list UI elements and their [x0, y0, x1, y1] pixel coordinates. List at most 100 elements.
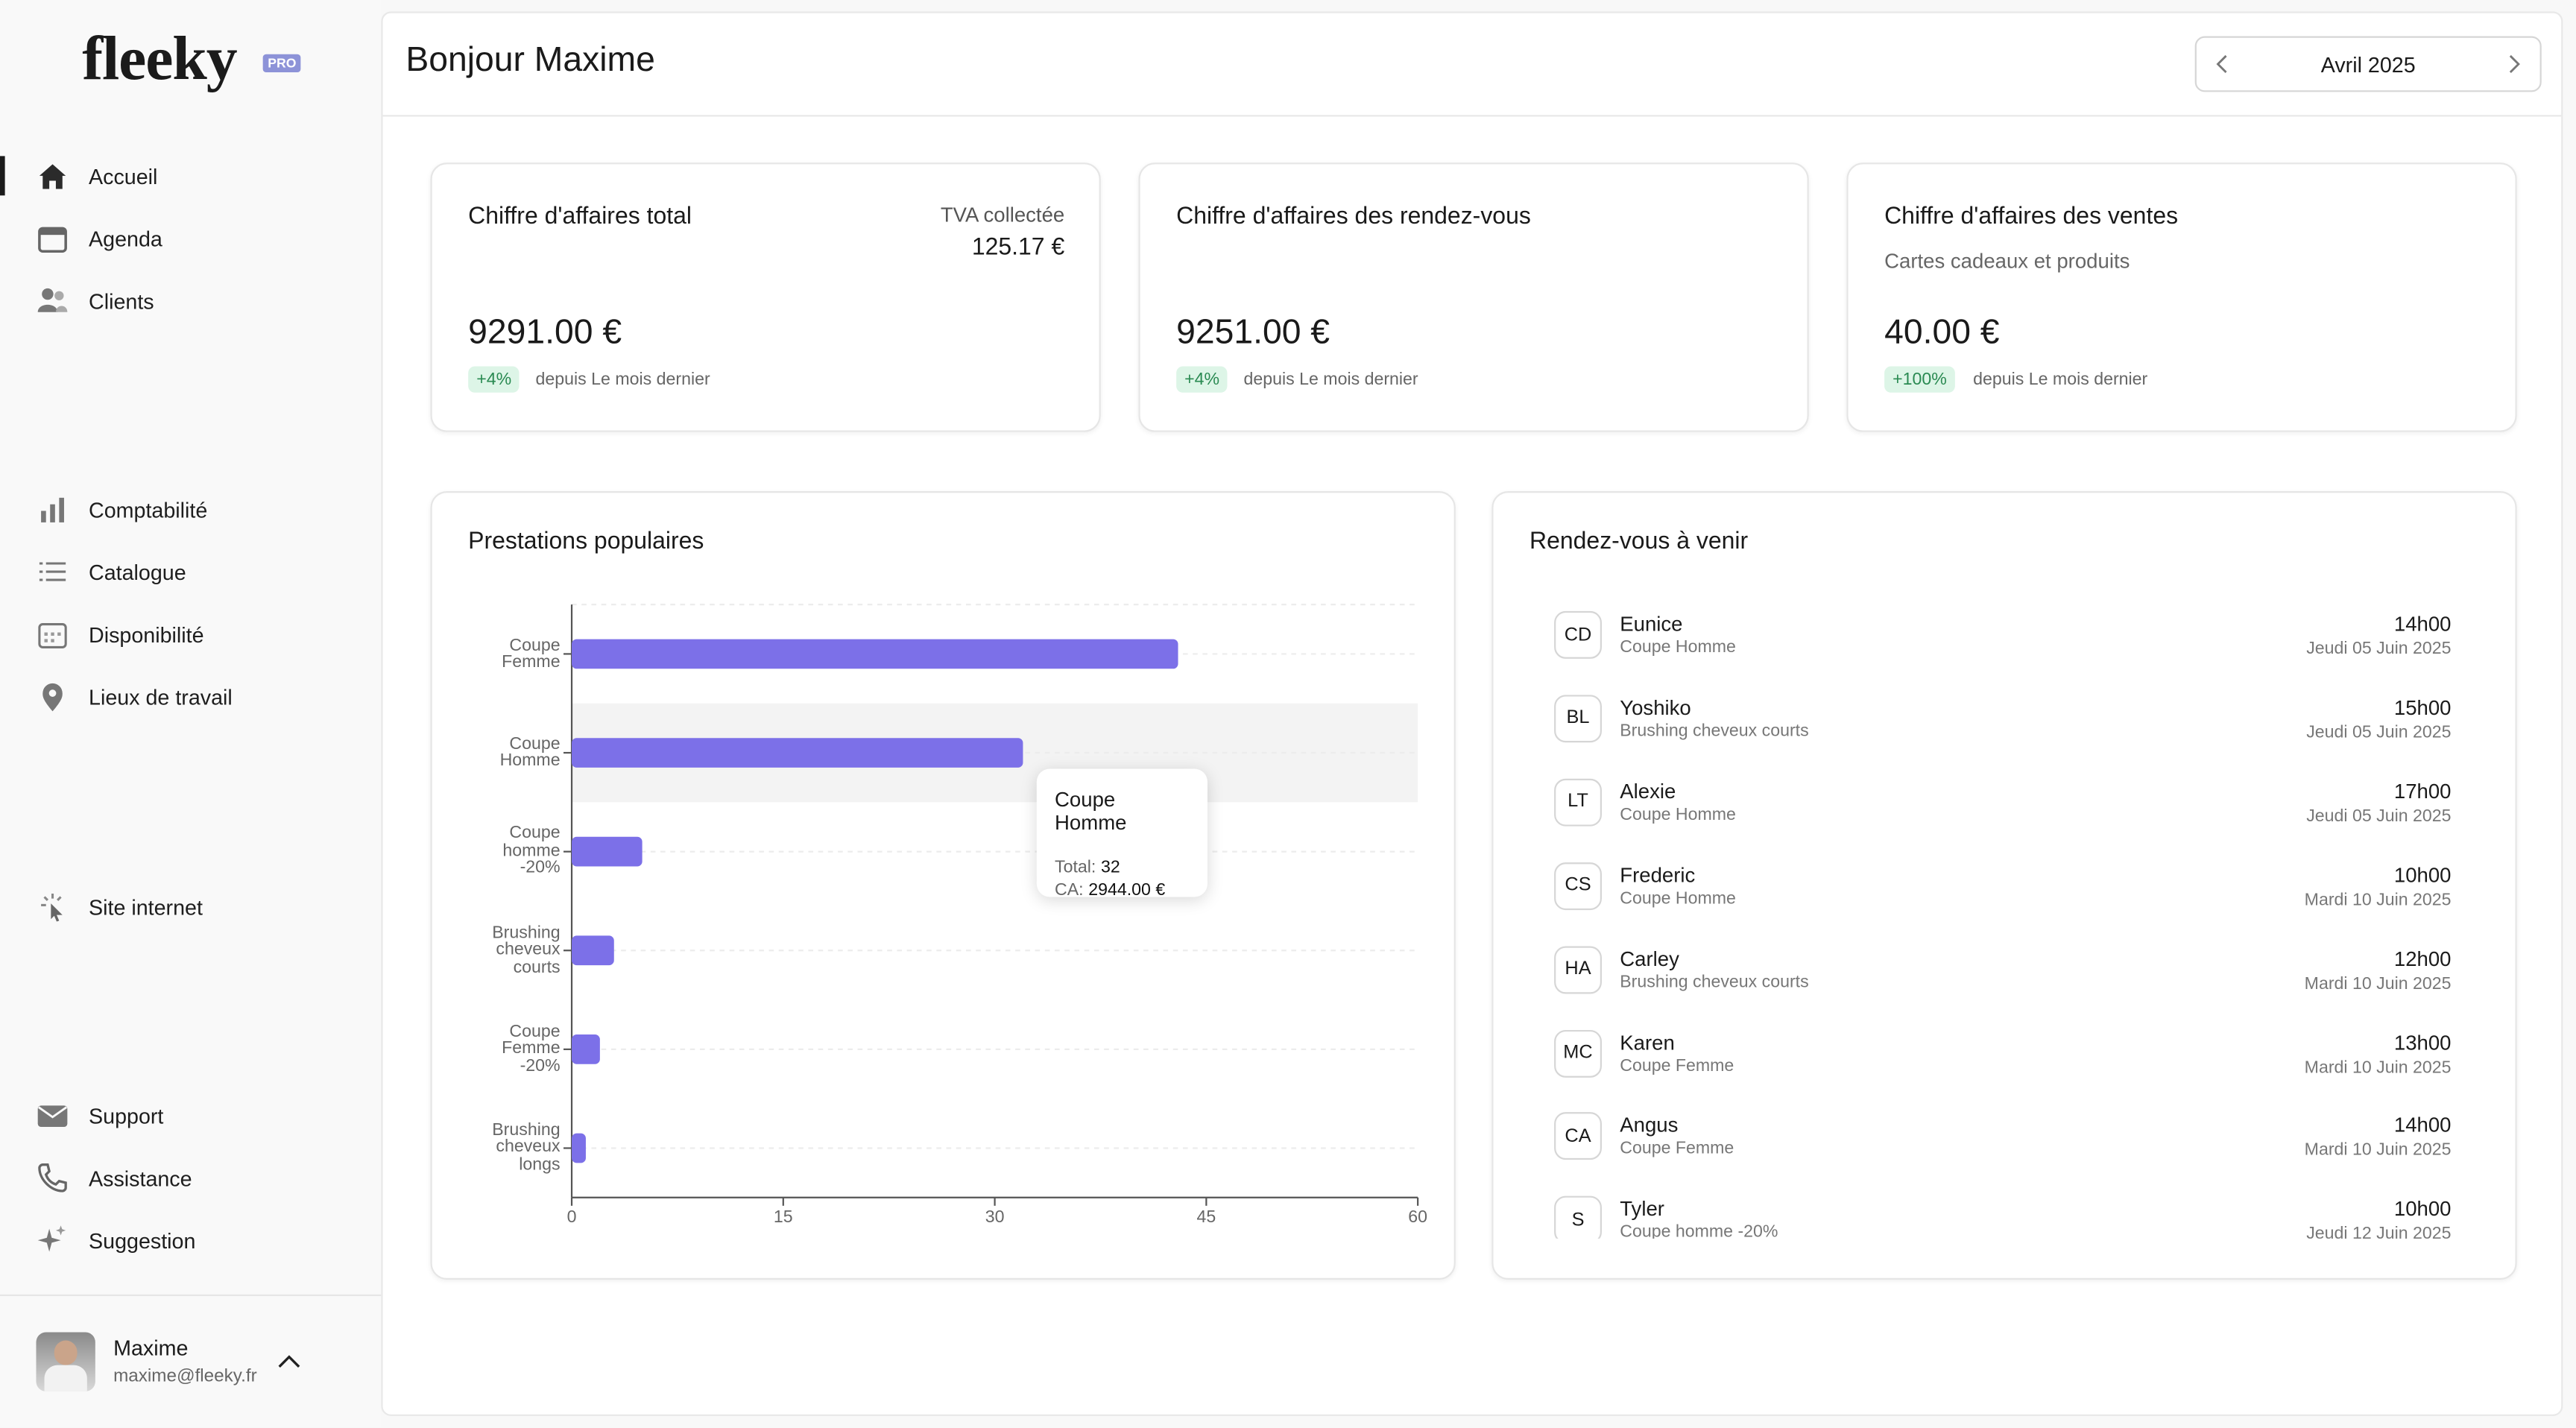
card-title: Chiffre d'affaires des rendez-vous	[1176, 203, 1531, 230]
card-title: Chiffre d'affaires total	[468, 203, 692, 230]
nav-item[interactable]: Disponibilité	[36, 614, 204, 654]
initials: CS	[1554, 862, 1602, 910]
icon	[42, 683, 63, 712]
date: Mardi 10 Juin 2025	[2304, 1140, 2452, 1160]
tooltip-row: CA: 2944.00 €	[1055, 879, 1190, 902]
kpi-card: Chiffre d'affaires des rendez-vous 9251.…	[1138, 162, 1809, 432]
nav-item[interactable]: Suggestion	[36, 1221, 195, 1260]
nav-label: Catalogue	[89, 559, 186, 584]
initials: S	[1554, 1196, 1602, 1239]
next-period[interactable]	[2504, 53, 2523, 76]
service: Brushing cheveux courts	[1620, 971, 1809, 992]
kpi-card: Chiffre d'affaires total TVA collectée 1…	[430, 162, 1101, 432]
y-tick-label: Coupe Femme -20%	[502, 1021, 561, 1076]
active-indicator	[0, 156, 5, 196]
tooltip-label: Total:	[1055, 857, 1096, 877]
service: Coupe Homme	[1620, 804, 1736, 825]
nav-item[interactable]: Agenda	[36, 218, 162, 258]
time: 17h00	[2393, 780, 2452, 803]
nav-label: Lieux de travail	[89, 684, 233, 710]
client-name: Carley	[1620, 947, 1679, 970]
time: 12h00	[2393, 947, 2452, 970]
card-badge: +4%	[468, 366, 520, 393]
service: Coupe Homme	[1620, 888, 1736, 909]
initials: BL	[1554, 695, 1602, 743]
user-email: maxime@fleeky.fr	[113, 1366, 257, 1387]
x-tick-label: 30	[985, 1207, 1005, 1226]
tva-label: TVA collectée	[940, 203, 1065, 227]
bar	[572, 836, 643, 867]
time: 14h00	[2393, 1114, 2452, 1138]
logo: fleeky	[82, 25, 237, 94]
nav-item[interactable]: Accueil	[36, 156, 157, 195]
service: Coupe homme -20%	[1620, 1222, 1778, 1239]
kpi-card: Chiffre d'affaires des ventes Cartes cad…	[1846, 162, 2517, 432]
appointment[interactable]: S Tyler Coupe homme -20% 10h00 Jeudi 12 Juin…	[1494, 1178, 2516, 1239]
x-tick-label: 0	[567, 1207, 577, 1226]
date: Jeudi 05 Juin 2025	[2306, 639, 2452, 659]
icon	[39, 562, 66, 581]
bar	[572, 738, 1023, 768]
initials: LT	[1554, 778, 1602, 827]
period-picker: Avril 2025	[2194, 36, 2542, 92]
x-tick-label: 45	[1196, 1207, 1216, 1226]
nav-item[interactable]: Support	[36, 1096, 163, 1135]
user-menu-toggle[interactable]	[276, 1350, 302, 1370]
time: 10h00	[2393, 1198, 2452, 1222]
appointment[interactable]: CS Frederic Coupe Homme 10h00 Mardi 10 Juin …	[1494, 844, 2516, 926]
chart-panel: Prestations populaires 0 15 30 45 60 Coupe F…	[430, 491, 1456, 1280]
time: 10h00	[2393, 863, 2452, 887]
icon	[37, 1105, 68, 1128]
appointments-list: CD Eunice Coupe Homme 14h00 Jeudi 05 Juin 20…	[1494, 593, 2516, 1239]
appointments-title: Rendez-vous à venir	[1530, 528, 1749, 555]
initials: CD	[1554, 610, 1602, 659]
time: 13h00	[2393, 1031, 2452, 1054]
y-tick-label: Brushing cheveux courts	[492, 922, 561, 977]
appointment[interactable]: BL Yoshiko Brushing cheveux courts 15h00 Jeu…	[1494, 677, 2516, 759]
nav-item[interactable]: Site internet	[36, 887, 203, 926]
nav-label: Assistance	[89, 1165, 192, 1190]
icon	[38, 1163, 67, 1192]
nav-item[interactable]: Catalogue	[36, 552, 186, 592]
card-subtitle: Cartes cadeaux et produits	[1884, 250, 2130, 273]
client-name: Angus	[1620, 1114, 1679, 1138]
date: Jeudi 12 Juin 2025	[2306, 1224, 2452, 1239]
time: 15h00	[2393, 696, 2452, 720]
chart: 0 15 30 45 60	[564, 604, 1427, 1226]
period-label: Avril 2025	[2320, 52, 2416, 78]
nav-item[interactable]: Clients	[36, 281, 154, 320]
date: Mardi 10 Juin 2025	[2304, 1057, 2452, 1077]
bar	[572, 1034, 600, 1064]
client-name: Eunice	[1620, 613, 1683, 636]
card-note: depuis Le mois dernier	[535, 369, 710, 390]
page-title: Bonjour Maxime	[405, 41, 655, 79]
y-tick-label: Coupe Femme	[502, 635, 561, 672]
tooltip-value: 2944.00 €	[1088, 880, 1166, 900]
client-name: Tyler	[1620, 1198, 1664, 1222]
nav-item[interactable]: Lieux de travail	[36, 677, 233, 716]
card-badge: +100%	[1884, 366, 1955, 393]
tooltip-title: Coupe Homme	[1055, 788, 1127, 835]
prev-period[interactable]	[2213, 53, 2232, 76]
tva-value: 125.17 €	[971, 235, 1065, 262]
appointment[interactable]: LT Alexie Coupe Homme 17h00 Jeudi 05 Juin 20…	[1494, 760, 2516, 842]
tooltip: Coupe Homme Total: 32 CA: 2944.00 €	[1036, 768, 1208, 900]
client-name: Yoshiko	[1620, 696, 1691, 720]
card-note: depuis Le mois dernier	[1973, 369, 2148, 390]
service: Coupe Homme	[1620, 637, 1736, 657]
nav-item[interactable]: Assistance	[36, 1158, 192, 1198]
initials: HA	[1554, 945, 1602, 993]
service: Coupe Femme	[1620, 1055, 1734, 1075]
sidebar: fleeky PRO Accueil Agenda Clients Compta…	[0, 0, 382, 1428]
appointment[interactable]: MC Karen Coupe Femme 13h00 Mardi 10 Juin 202…	[1494, 1011, 2516, 1093]
date: Mardi 10 Juin 2025	[2304, 973, 2452, 993]
appointment[interactable]: CD Eunice Coupe Homme 14h00 Jeudi 05 Juin 20…	[1494, 593, 2516, 675]
card-amount: 9291.00 €	[468, 313, 622, 352]
date: Jeudi 05 Juin 2025	[2306, 806, 2452, 827]
nav-item[interactable]: Comptabilité	[36, 490, 207, 529]
appointment[interactable]: CA Angus Coupe Femme 14h00 Mardi 10 Juin 202…	[1494, 1095, 2516, 1177]
nav-label: Suggestion	[89, 1228, 196, 1253]
appointment[interactable]: HA Carley Brushing cheveux courts 12h00 Mard…	[1494, 927, 2516, 1009]
